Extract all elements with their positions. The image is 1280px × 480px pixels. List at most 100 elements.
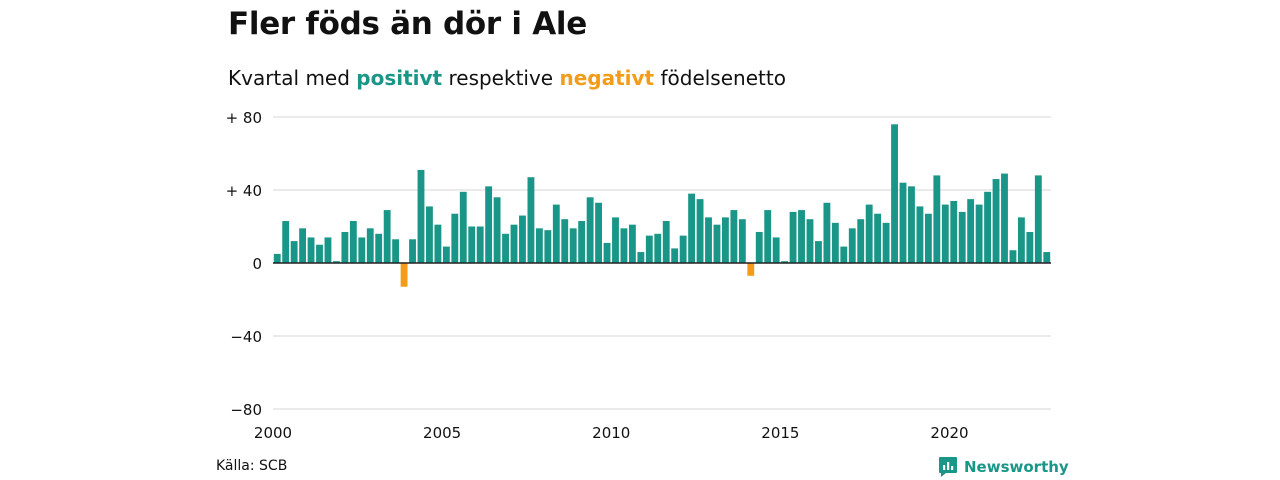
bar xyxy=(933,175,941,263)
bar xyxy=(544,230,552,263)
bar xyxy=(341,231,349,263)
y-axis-tick-labels: + 80 + 40 0 −40 −80 xyxy=(226,109,262,419)
bar xyxy=(282,221,290,263)
bar xyxy=(781,261,789,263)
bar xyxy=(535,228,543,263)
bar xyxy=(662,221,670,263)
bar xyxy=(874,213,882,263)
brand-logo: Newsworthy xyxy=(938,456,1069,478)
bar xyxy=(459,191,467,263)
subtitle-negative: negativt xyxy=(559,66,655,90)
brand-name: Newsworthy xyxy=(964,458,1069,476)
bar xyxy=(645,235,653,263)
bar xyxy=(967,199,975,263)
bar xyxy=(332,261,340,263)
bar xyxy=(950,200,958,263)
bar xyxy=(1034,175,1042,263)
y-tick-label: + 40 xyxy=(226,182,262,200)
bar xyxy=(603,242,611,263)
bar xyxy=(941,204,949,263)
bars xyxy=(273,124,1051,287)
bar xyxy=(992,179,1000,263)
bar xyxy=(823,202,831,263)
bar xyxy=(434,224,442,263)
bar xyxy=(857,219,865,263)
bar xyxy=(595,202,603,263)
bar xyxy=(840,246,848,263)
bar xyxy=(696,199,704,263)
bar xyxy=(1001,173,1008,263)
chart-subtitle: Kvartal med positivt respektive negativt… xyxy=(228,66,786,90)
bar xyxy=(349,221,357,263)
bar xyxy=(798,210,805,263)
bar xyxy=(561,219,569,263)
bar xyxy=(324,237,332,263)
bar xyxy=(984,191,992,263)
bar xyxy=(1017,217,1025,263)
bar xyxy=(679,235,687,263)
source-label: Källa: SCB xyxy=(216,458,288,474)
bar xyxy=(273,253,281,263)
bar xyxy=(848,228,856,263)
bar xyxy=(1009,250,1017,263)
bar xyxy=(392,239,400,263)
bar xyxy=(730,210,738,263)
bar xyxy=(688,193,696,263)
bar xyxy=(519,215,526,263)
bar xyxy=(789,211,797,263)
bar xyxy=(417,169,425,263)
bar xyxy=(628,224,636,263)
bar xyxy=(764,210,772,263)
x-tick-label: 2015 xyxy=(761,424,799,442)
bar xyxy=(612,217,619,263)
bar xyxy=(502,233,509,263)
bar xyxy=(865,204,873,263)
bar xyxy=(476,226,484,263)
bar xyxy=(409,239,416,263)
bar xyxy=(366,228,374,263)
bar xyxy=(586,197,594,263)
bar xyxy=(468,226,476,263)
bar xyxy=(1026,231,1034,263)
x-tick-label: 2005 xyxy=(423,424,461,442)
subtitle-middle: respektive xyxy=(442,66,560,90)
bar xyxy=(899,182,907,263)
bar xyxy=(510,224,518,263)
bar xyxy=(527,177,535,263)
y-tick-label: −80 xyxy=(230,401,262,419)
bar xyxy=(772,237,780,263)
bar xyxy=(924,213,932,263)
x-tick-label: 2010 xyxy=(592,424,630,442)
bar xyxy=(316,244,323,263)
chart-title: Fler föds än dör i Ale xyxy=(228,6,587,42)
bar xyxy=(975,204,983,263)
x-tick-label: 2020 xyxy=(930,424,968,442)
bar xyxy=(908,186,915,263)
bar xyxy=(307,237,315,263)
subtitle-prefix: Kvartal med xyxy=(228,66,357,90)
y-tick-label: + 80 xyxy=(226,109,262,127)
bar xyxy=(552,204,560,263)
bar xyxy=(747,263,755,276)
bar xyxy=(400,263,408,287)
bar xyxy=(299,228,307,263)
bar xyxy=(831,222,839,263)
bar xyxy=(426,206,433,263)
bar xyxy=(654,233,662,263)
bar xyxy=(671,248,679,263)
bar xyxy=(721,217,729,263)
bar xyxy=(383,210,391,263)
newsworthy-logo-icon xyxy=(939,457,957,477)
y-tick-label: 0 xyxy=(252,255,262,273)
bar xyxy=(755,231,763,263)
bar xyxy=(358,237,366,263)
x-axis-tick-labels: 2000 2005 2010 2015 2020 xyxy=(254,424,969,442)
bar xyxy=(375,233,383,263)
subtitle-positive: positivt xyxy=(356,66,443,90)
bar xyxy=(620,228,628,263)
gridlines xyxy=(273,116,1051,410)
bar xyxy=(882,222,890,263)
subtitle-suffix: födelsenetto xyxy=(654,66,786,90)
bar xyxy=(815,241,822,263)
